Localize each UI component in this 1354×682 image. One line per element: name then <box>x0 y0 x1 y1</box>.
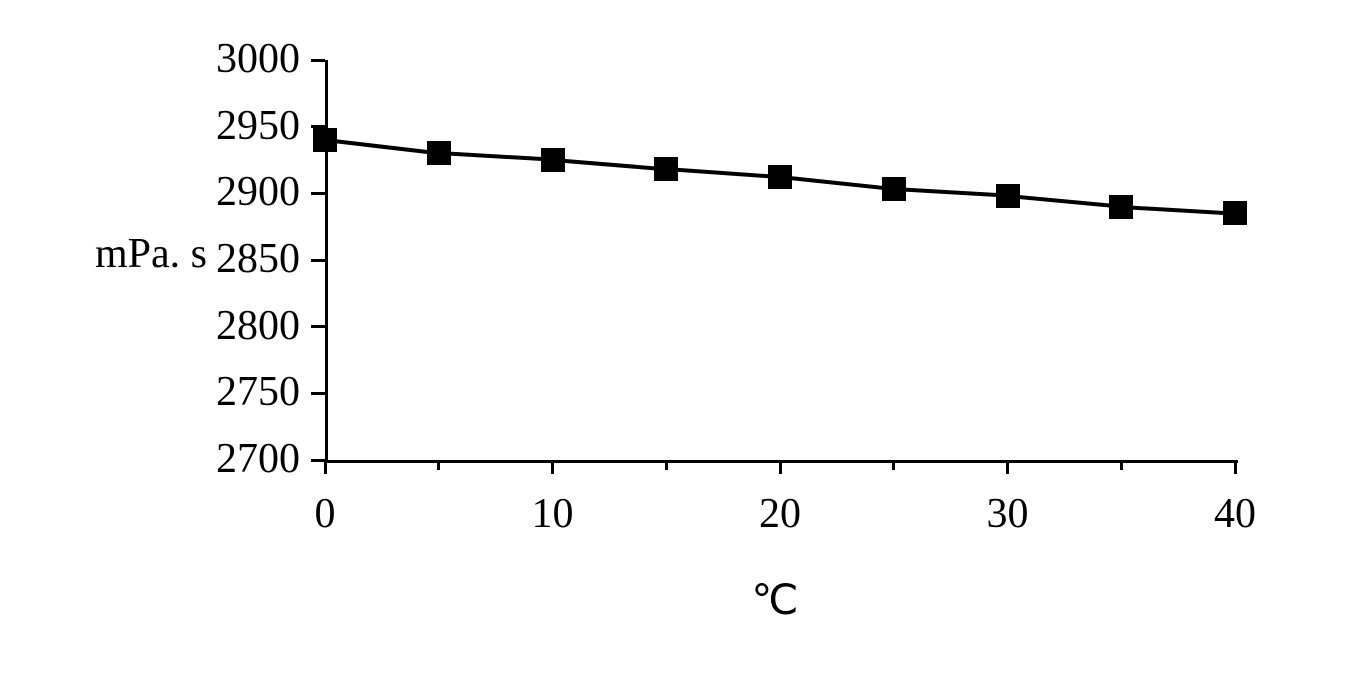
x-tick-label: 10 <box>503 490 603 538</box>
y-tick-label: 2750 <box>175 368 300 416</box>
x-tick <box>1006 460 1009 474</box>
data-marker <box>654 157 678 181</box>
y-tick-label: 2900 <box>175 168 300 216</box>
x-tick-label: 30 <box>958 490 1058 538</box>
y-tick <box>311 392 325 395</box>
y-axis-line <box>325 60 328 460</box>
y-tick-label: 3000 <box>175 35 300 83</box>
x-tick-label: 20 <box>730 490 830 538</box>
x-axis-line <box>325 460 1238 463</box>
x-axis-label: ℃ <box>715 575 835 625</box>
x-tick-label: 0 <box>275 490 375 538</box>
data-marker <box>313 128 337 152</box>
x-minor-tick <box>437 460 440 470</box>
data-marker <box>427 141 451 165</box>
y-tick-label: 2700 <box>175 435 300 483</box>
y-tick-label: 2800 <box>175 302 300 350</box>
x-minor-tick <box>1120 460 1123 470</box>
x-minor-tick <box>665 460 668 470</box>
x-tick <box>779 460 782 474</box>
data-marker <box>1109 195 1133 219</box>
x-tick <box>551 460 554 474</box>
y-tick <box>311 325 325 328</box>
y-tick <box>311 59 325 62</box>
viscosity-chart: mPa. s ℃ 2700275028002850290029503000010… <box>95 30 1295 650</box>
data-marker <box>996 184 1020 208</box>
y-tick-label: 2950 <box>175 102 300 150</box>
y-tick <box>311 192 325 195</box>
data-marker <box>768 165 792 189</box>
x-minor-tick <box>892 460 895 470</box>
x-tick <box>324 460 327 474</box>
data-marker <box>882 177 906 201</box>
y-tick <box>311 259 325 262</box>
x-tick <box>1234 460 1237 474</box>
plot-area <box>325 60 1235 460</box>
data-marker <box>1223 201 1247 225</box>
data-marker <box>541 148 565 172</box>
x-tick-label: 40 <box>1185 490 1285 538</box>
y-tick-label: 2850 <box>175 235 300 283</box>
